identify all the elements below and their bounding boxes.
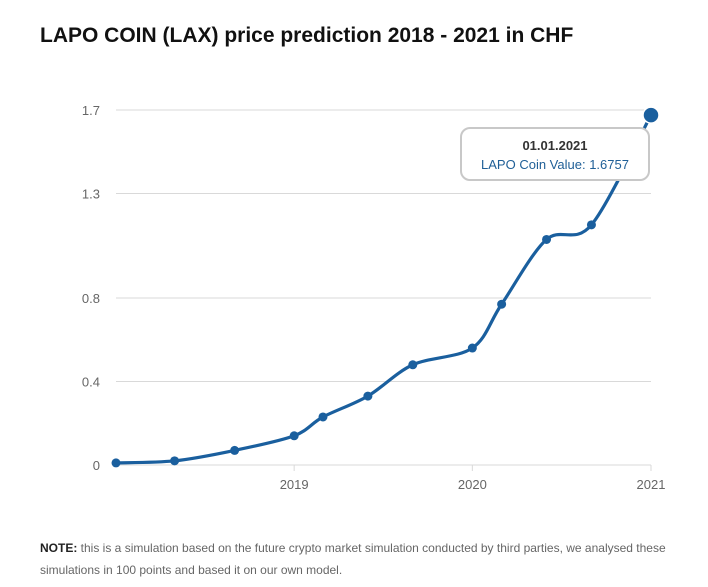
data-point[interactable] <box>467 343 477 353</box>
grid-lines <box>116 109 652 471</box>
line-chart: 0 0.4 0.8 1.3 1.7 2019 2020 2021 <box>82 103 666 492</box>
data-point[interactable] <box>497 299 507 309</box>
tooltip-series-label: LAPO Coin Value: <box>481 157 590 172</box>
note: NOTE: this is a simulation based on the … <box>40 537 680 581</box>
y-tick-label: 0 <box>93 458 100 473</box>
data-point[interactable] <box>586 220 596 230</box>
data-point[interactable] <box>230 445 240 455</box>
note-text: this is a simulation based on the future… <box>40 541 666 577</box>
data-point[interactable] <box>408 360 418 370</box>
tooltip: 01.01.2021 LAPO Coin Value: 1.6757 <box>460 127 650 181</box>
data-point[interactable] <box>170 456 180 466</box>
y-tick-label: 1.7 <box>82 103 100 118</box>
x-tick-label: 2019 <box>280 477 309 492</box>
x-tick-label: 2021 <box>637 477 666 492</box>
note-label: NOTE: <box>40 541 78 555</box>
x-axis-tick-labels: 2019 2020 2021 <box>280 477 666 492</box>
chart-title: LAPO COIN (LAX) price prediction 2018 - … <box>40 24 574 47</box>
tooltip-value-line: LAPO Coin Value: 1.6757 <box>462 157 648 172</box>
data-point[interactable] <box>318 412 328 422</box>
y-tick-label: 0.4 <box>82 374 100 389</box>
highlighted-data-point[interactable] <box>642 106 660 124</box>
y-axis-tick-labels: 0 0.4 0.8 1.3 1.7 <box>82 103 100 473</box>
data-point[interactable] <box>363 391 373 401</box>
tooltip-date: 01.01.2021 <box>522 138 588 153</box>
tooltip-value: 1.6757 <box>589 157 629 172</box>
x-tick-label: 2020 <box>458 477 487 492</box>
data-point[interactable] <box>289 431 299 441</box>
y-tick-label: 1.3 <box>82 187 100 202</box>
data-point[interactable] <box>542 234 552 244</box>
data-points <box>111 106 660 468</box>
data-point[interactable] <box>111 458 121 468</box>
y-tick-label: 0.8 <box>82 291 100 306</box>
